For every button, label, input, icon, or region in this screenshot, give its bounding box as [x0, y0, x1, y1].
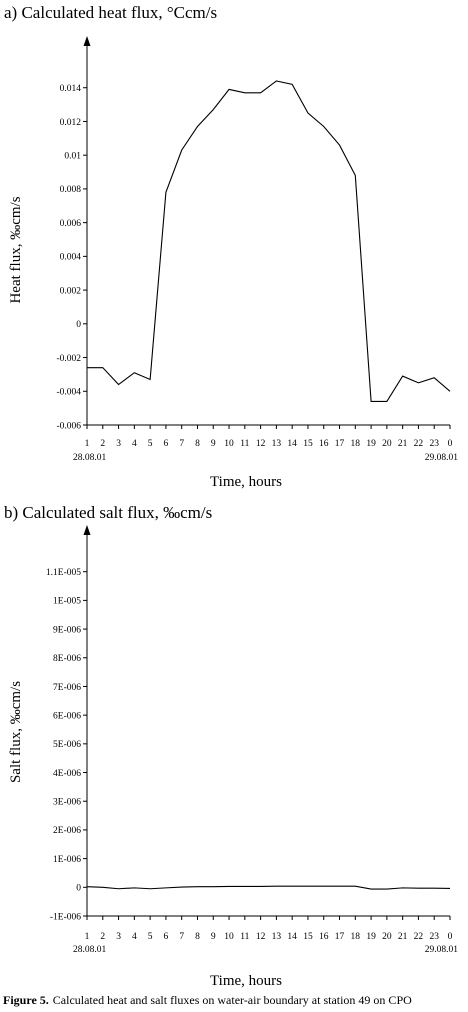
salt-flux-chart: b) Calculated salt flux, ‰cm/s 1.1E-005 1E…	[4, 503, 458, 989]
salt-x-axis-label: Time, hours	[210, 973, 282, 989]
heat-flux-chart: a) Calculated heat flux, °Ccm/s0.0140.01…	[4, 3, 458, 490]
salt-y-tick-label: 1E-006	[53, 855, 81, 865]
salt-x-tick-label: 5	[148, 932, 153, 942]
heat-x-tick-label: 3	[116, 439, 121, 449]
salt-chart-title: b) Calculated salt flux, ‰cm/s	[4, 503, 212, 522]
heat-x-tick-label: 16	[319, 439, 329, 449]
salt-x-tick-label: 0	[448, 932, 453, 942]
heat-x-tick-label: 7	[179, 439, 184, 449]
heat-x-tick-label: 21	[398, 439, 408, 449]
heat-y-tick-label: 0.014	[60, 84, 82, 94]
heat-series-line	[87, 80, 451, 402]
heat-x-tick-label: 18	[351, 439, 361, 449]
heat-x-tick-label: 4	[132, 439, 137, 449]
heat-x-tick-label: 22	[414, 439, 424, 449]
heat-x-tick-label: 19	[366, 439, 376, 449]
heat-x-tick-label: 9	[211, 439, 216, 449]
heat-y-tick-label: 0.012	[60, 118, 82, 128]
salt-x-tick-label: 16	[319, 932, 329, 942]
figure-caption-label: Figure 5.	[3, 993, 49, 1007]
salt-y-tick-label: 5E-006	[53, 740, 81, 750]
salt-y-tick-label: 2E-006	[53, 826, 81, 836]
heat-y-tick-label: -0.004	[56, 388, 81, 398]
figure-caption-text: Calculated heat and salt fluxes on water…	[53, 993, 412, 1007]
salt-y-tick-label: 7E-006	[53, 683, 81, 693]
heat-x-tick-label: 23	[429, 439, 439, 449]
salt-x-tick-label: 20	[382, 932, 392, 942]
salt-x-tick-label: 22	[414, 932, 424, 942]
salt-x-tick-label: 14	[287, 932, 297, 942]
salt-x-tick-label: 1	[85, 932, 90, 942]
salt-x-tick-label: 3	[116, 932, 121, 942]
heat-x-tick-label: 1	[85, 439, 90, 449]
salt-y-tick-label: 9E-006	[53, 625, 81, 635]
salt-x-date-end: 29.08.01	[425, 945, 459, 955]
heat-chart-title: a) Calculated heat flux, °Ccm/s	[4, 3, 217, 22]
salt-x-tick-label: 13	[272, 932, 282, 942]
salt-x-tick-label: 17	[335, 932, 345, 942]
heat-x-tick-label: 20	[382, 439, 392, 449]
salt-x-tick-label: 19	[366, 932, 376, 942]
salt-y-tick-label: 1.1E-005	[46, 568, 81, 578]
salt-series-line	[86, 885, 451, 890]
salt-y-axis-label: Salt flux, ‰cm/s	[8, 681, 24, 783]
salt-y-tick-label: 1E-005	[53, 597, 81, 607]
heat-y-tick-label: 0.002	[60, 286, 82, 296]
heat-x-date-start: 28.08.01	[73, 453, 107, 463]
salt-y-tick-label: 4E-006	[53, 769, 81, 779]
heat-x-tick-label: 0	[448, 439, 453, 449]
heat-y-axis-label: Heat flux, ‰cm/s	[8, 196, 24, 303]
salt-x-tick-label: 9	[211, 932, 216, 942]
salt-x-tick-label: 4	[132, 932, 137, 942]
heat-x-tick-label: 8	[195, 439, 200, 449]
salt-y-tick-label: -1E-006	[50, 912, 81, 922]
heat-y-tick-label: 0.004	[60, 253, 82, 263]
heat-x-tick-label: 17	[335, 439, 345, 449]
heat-x-tick-label: 12	[256, 439, 266, 449]
salt-x-tick-label: 10	[224, 932, 234, 942]
heat-y-tick-label: 0.008	[60, 185, 82, 195]
heat-x-axis-label: Time, hours	[210, 474, 282, 490]
salt-y-tick-label: 8E-006	[53, 654, 81, 664]
salt-x-tick-label: 23	[429, 932, 439, 942]
heat-y-tick-label: -0.006	[56, 421, 81, 431]
salt-x-tick-label: 8	[195, 932, 200, 942]
salt-x-tick-label: 11	[240, 932, 249, 942]
figure-caption: Figure 5. Calculated heat and salt fluxes…	[3, 993, 412, 1007]
heat-x-tick-label: 2	[100, 439, 105, 449]
heat-x-date-end: 29.08.01	[425, 453, 459, 463]
salt-x-tick-label: 18	[351, 932, 361, 942]
salt-x-tick-label: 15	[303, 932, 313, 942]
heat-x-tick-label: 6	[164, 439, 169, 449]
heat-x-tick-label: 10	[224, 439, 234, 449]
heat-y-axis-arrow	[83, 36, 91, 46]
salt-x-tick-label: 21	[398, 932, 408, 942]
heat-x-tick-label: 14	[287, 439, 297, 449]
salt-x-tick-label: 7	[179, 932, 184, 942]
salt-y-tick-label: 3E-006	[53, 798, 81, 808]
heat-y-tick-label: 0.006	[60, 219, 82, 229]
salt-x-tick-label: 2	[100, 932, 105, 942]
heat-x-tick-label: 13	[272, 439, 282, 449]
salt-x-tick-label: 12	[256, 932, 266, 942]
heat-x-tick-label: 11	[240, 439, 249, 449]
salt-x-date-start: 28.08.01	[73, 945, 107, 955]
heat-y-tick-label: 0.01	[64, 151, 81, 161]
heat-x-tick-label: 15	[303, 439, 313, 449]
heat-x-tick-label: 5	[148, 439, 153, 449]
salt-x-tick-label: 6	[164, 932, 169, 942]
heat-y-tick-label: -0.002	[56, 354, 81, 364]
salt-y-axis-arrow	[83, 525, 91, 535]
salt-y-tick-label: 0	[76, 884, 81, 894]
salt-y-tick-label: 6E-006	[53, 711, 81, 721]
heat-y-tick-label: 0	[76, 320, 81, 330]
